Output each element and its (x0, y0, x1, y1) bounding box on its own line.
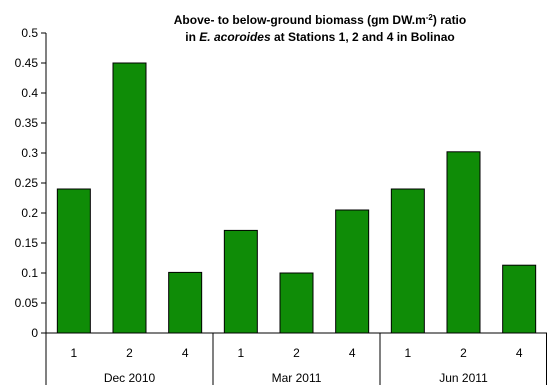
x-tick-label: 1 (70, 346, 77, 360)
bar (223, 229, 258, 334)
y-tick-label: 0.4 (21, 86, 38, 100)
x-tick-label: 2 (460, 346, 467, 360)
x-tick-label: 4 (182, 346, 189, 360)
y-tick-label: 0.2 (21, 206, 38, 220)
chart-title-line-2: in E. acoroides at Stations 1, 2 and 4 i… (185, 30, 454, 44)
plot-area: 0 0.05 0.1 0.15 0.2 0.25 0.3 0.35 0.4 0.45 0.5 1 2 4 D… (15, 26, 547, 385)
chart-title-line-1: Above- to below-ground biomass (gm DW.m-… (174, 13, 466, 27)
bar (335, 209, 370, 334)
x-tick-label: 4 (516, 346, 523, 360)
bar (446, 151, 481, 334)
x-group-label: Dec 2010 (104, 371, 156, 385)
y-tick-label: 0 (31, 326, 38, 340)
bar (279, 272, 314, 334)
bar (56, 188, 91, 334)
x-tick-label: 2 (293, 346, 300, 360)
y-tick-label: 0.25 (15, 176, 39, 190)
x-tick-label: 2 (126, 346, 133, 360)
bar (168, 271, 203, 334)
bar (390, 188, 425, 334)
x-tick-label: 4 (349, 346, 356, 360)
x-tick-label: 1 (237, 346, 244, 360)
y-tick-label: 0.1 (21, 266, 38, 280)
x-group-label: Mar 2011 (272, 371, 322, 385)
x-group-label: Jun 2011 (439, 371, 488, 385)
bar (502, 264, 537, 334)
y-tick-label: 0.05 (15, 296, 39, 310)
y-tick-label: 0.3 (21, 146, 38, 160)
y-tick-label: 0.15 (15, 236, 39, 250)
x-tick-label: 1 (404, 346, 411, 360)
bar (112, 62, 147, 334)
y-tick-label: 0.45 (15, 56, 39, 70)
y-tick-label: 0.35 (15, 116, 39, 130)
y-tick-label: 0.5 (21, 26, 38, 40)
